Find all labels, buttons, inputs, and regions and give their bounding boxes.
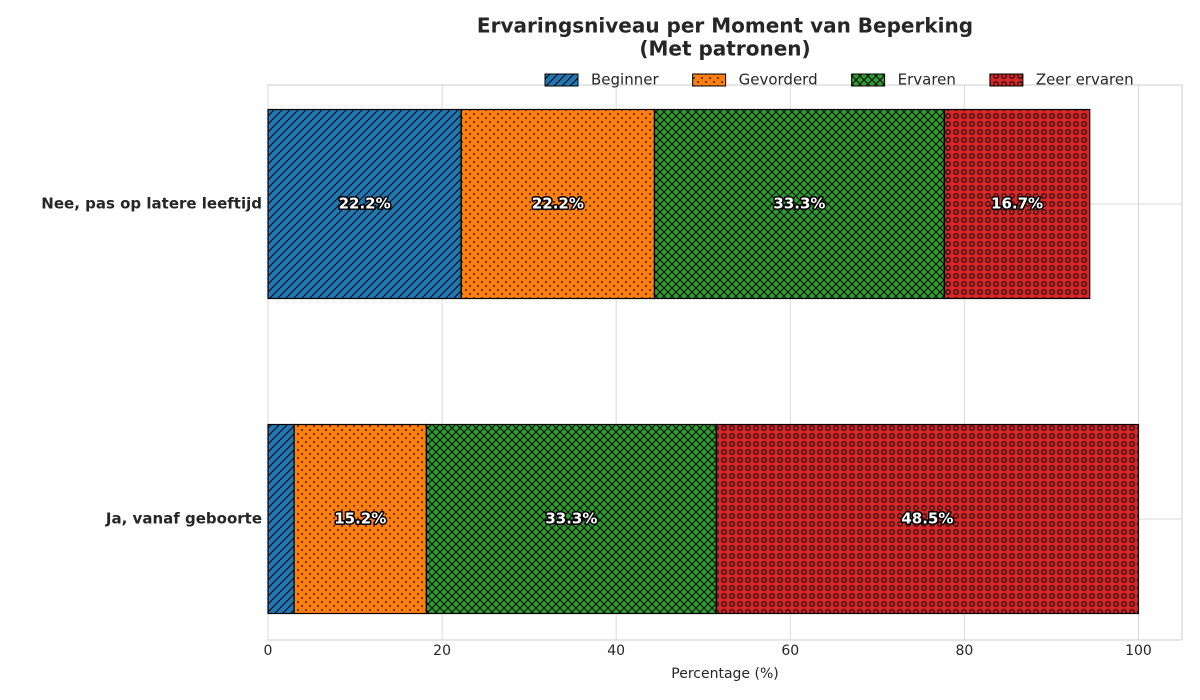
x-tick-label: 100 (1125, 643, 1152, 659)
legend-label: Ervaren (898, 71, 956, 89)
chart-subtitle: (Met patronen) (639, 37, 810, 61)
chart-title: Ervaringsniveau per Moment van Beperking (477, 14, 973, 38)
legend: Beginner Gevorderd Ervaren Zeer ervaren (544, 71, 1134, 89)
bar-segment (267, 423, 295, 615)
bars (267, 108, 1140, 615)
labels: 15.2% 33.3% 48.5% 22.2% 22.2% 33.3% 16.7% (333, 193, 1045, 529)
x-tick-label: 40 (607, 643, 625, 659)
bar-segment (425, 423, 717, 615)
x-axis-label: Percentage (%) (671, 666, 778, 682)
legend-swatch (544, 73, 579, 87)
x-tick-label: 80 (955, 643, 973, 659)
legend-label: Beginner (591, 71, 659, 89)
bar-segment (715, 423, 1140, 615)
value-label: 22.2% (532, 195, 584, 213)
legend-swatch (692, 73, 727, 87)
legend-label: Gevorderd (739, 71, 818, 89)
bar-segment (943, 108, 1091, 300)
value-label: 22.2% (339, 195, 391, 213)
bar-segment (293, 423, 428, 615)
legend-label: Zeer ervaren (1036, 71, 1134, 89)
bar-segment (460, 108, 656, 300)
x-tick-label: 60 (781, 643, 799, 659)
bar-segment (653, 108, 945, 300)
legend-swatch (851, 73, 886, 87)
bar-segment (267, 108, 462, 300)
value-label: 48.5% (901, 510, 953, 528)
value-label: 16.7% (991, 195, 1043, 213)
y-tick-label: Ja, vanaf geboorte (105, 510, 262, 528)
x-tick-label: 20 (433, 643, 451, 659)
legend-swatch (989, 73, 1024, 87)
y-tick-label: Nee, pas op latere leeftijd (41, 195, 262, 213)
value-label: 15.2% (334, 510, 386, 528)
value-label: 33.3% (773, 195, 825, 213)
x-tick-label: 0 (264, 643, 273, 659)
value-label: 33.3% (545, 510, 597, 528)
